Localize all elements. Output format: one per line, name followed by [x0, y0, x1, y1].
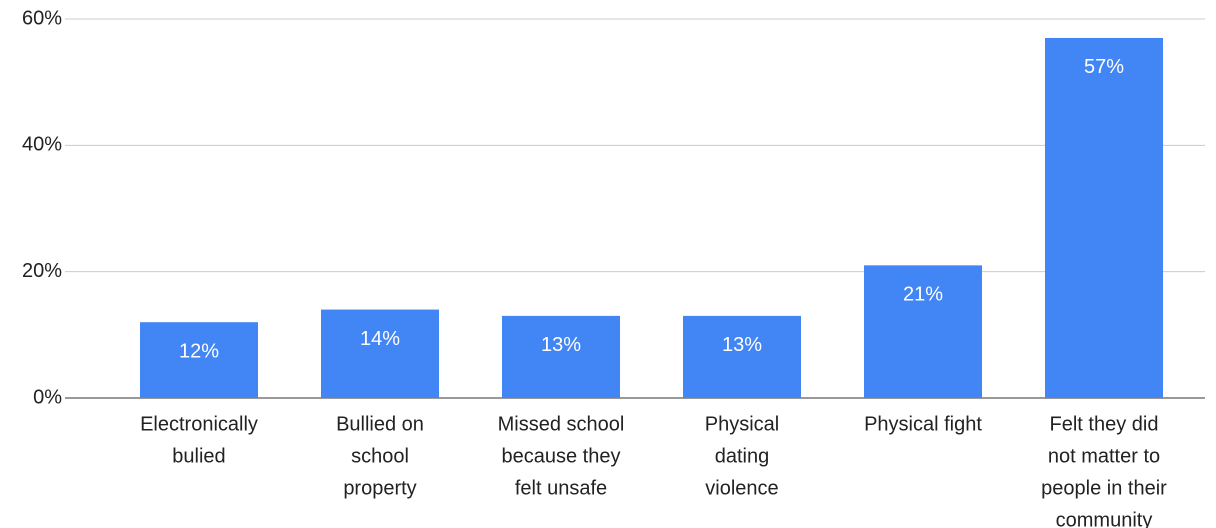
- x-tick-label: not matter to: [1048, 445, 1160, 467]
- x-tick-label: dating: [715, 445, 770, 467]
- x-tick-label: because they: [502, 445, 621, 467]
- x-tick-label: property: [343, 477, 416, 499]
- y-tick-label: 40%: [22, 134, 62, 156]
- x-tick-label: community: [1056, 509, 1153, 528]
- y-tick-label: 0%: [33, 386, 62, 408]
- data-label: 21%: [903, 284, 943, 306]
- bar: [502, 315, 620, 398]
- x-tick-label: Missed school: [498, 413, 625, 435]
- x-tick-label: Physical fight: [864, 413, 982, 435]
- x-tick-label: people in their: [1041, 477, 1167, 499]
- x-tick-label: school: [351, 445, 409, 467]
- data-label: 57%: [1084, 56, 1124, 78]
- data-label: 14%: [360, 328, 400, 350]
- bar: [864, 265, 982, 398]
- bar: [1045, 37, 1163, 398]
- bar: [140, 322, 258, 398]
- x-tick-label: bulied: [172, 445, 225, 467]
- x-tick-label: Felt they did: [1050, 413, 1159, 435]
- x-tick-label: violence: [705, 477, 778, 499]
- x-tick-label: felt unsafe: [515, 477, 607, 499]
- x-tick-label: Bullied on: [336, 413, 424, 435]
- y-tick-label: 20%: [22, 260, 62, 282]
- data-label: 12%: [179, 340, 219, 362]
- y-tick-label: 60%: [22, 7, 62, 29]
- bar: [683, 315, 801, 398]
- x-tick-label: Physical: [705, 413, 779, 435]
- bar: [321, 309, 439, 398]
- data-label: 13%: [722, 334, 762, 356]
- x-tick-label: Electronically: [140, 413, 258, 435]
- data-label: 13%: [541, 334, 581, 356]
